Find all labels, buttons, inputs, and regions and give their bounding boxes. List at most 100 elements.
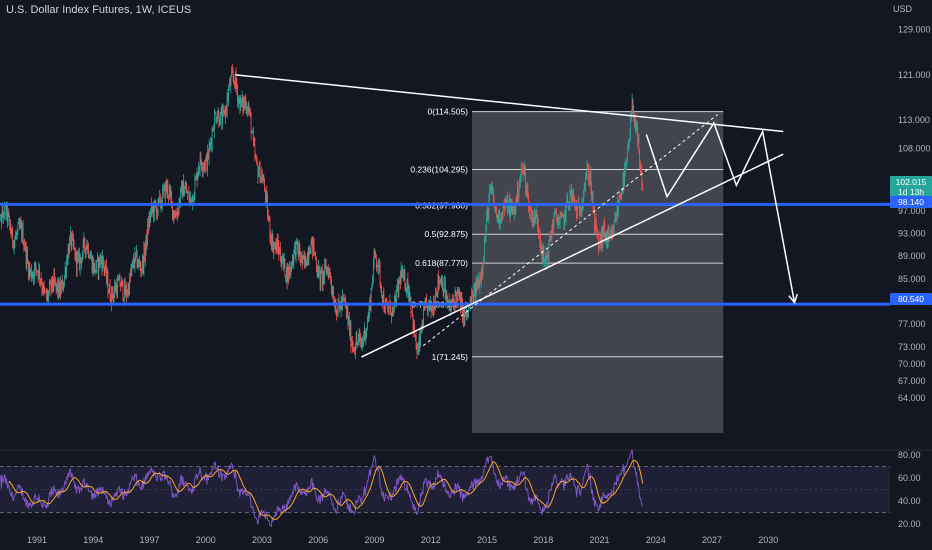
- candle-body: [163, 184, 165, 190]
- trend-drawings[interactable]: [235, 74, 799, 358]
- candle: [420, 326, 422, 347]
- candle-body: [428, 300, 430, 303]
- dashed-trendline[interactable]: [422, 114, 718, 347]
- x-axis-tick: 2012: [421, 535, 441, 545]
- candle-body: [438, 276, 439, 286]
- candle: [585, 169, 587, 181]
- candle-body: [400, 269, 402, 282]
- candle: [435, 287, 437, 311]
- candle: [162, 183, 164, 211]
- candle-body: [253, 140, 255, 145]
- candle-body: [82, 241, 84, 255]
- candle-body: [229, 81, 231, 86]
- candle-body: [16, 235, 17, 236]
- candle-body: [490, 186, 492, 189]
- candle-body: [37, 271, 38, 272]
- candle-body: [305, 255, 307, 266]
- candle: [190, 196, 192, 203]
- candle: [39, 278, 41, 288]
- candle-body: [635, 121, 637, 131]
- candle: [567, 194, 569, 205]
- candle: [597, 228, 599, 238]
- candle: [243, 95, 245, 111]
- candle: [62, 279, 64, 290]
- candle-body: [343, 296, 344, 299]
- fib-level-label: 0.236(104.295): [410, 164, 468, 174]
- candle-body: [22, 227, 24, 245]
- candle: [576, 203, 578, 219]
- candle-body: [190, 196, 191, 199]
- candle-body: [132, 260, 133, 264]
- candle-body: [130, 274, 131, 276]
- candle-body: [544, 259, 545, 262]
- candle-body: [614, 217, 616, 221]
- candle: [441, 275, 443, 291]
- candle: [268, 215, 270, 221]
- candle: [294, 242, 296, 255]
- triangle-lower-line[interactable]: [361, 153, 784, 358]
- candle-body: [339, 304, 340, 308]
- candle-body: [398, 282, 400, 293]
- candle-body: [547, 257, 549, 260]
- candle-body: [129, 274, 130, 294]
- candle: [410, 296, 412, 319]
- candle: [445, 290, 447, 305]
- candle-body: [639, 149, 640, 168]
- candle: [289, 266, 291, 276]
- candle-body: [412, 314, 414, 331]
- candle: [537, 214, 539, 232]
- candle-body: [222, 110, 223, 125]
- candle-body: [621, 189, 622, 198]
- candle: [45, 288, 47, 301]
- candle-body: [373, 265, 374, 281]
- candle: [41, 278, 43, 297]
- candle-body: [139, 260, 140, 264]
- triangle-upper-line[interactable]: [235, 74, 784, 133]
- support-lines[interactable]: [0, 202, 890, 306]
- candle-body: [419, 338, 421, 345]
- candle-body: [321, 270, 322, 273]
- candle-body: [30, 269, 31, 272]
- candle-body: [314, 252, 316, 254]
- candle-body: [76, 256, 78, 269]
- y-axis-tick: 108.000: [898, 144, 931, 154]
- candle: [195, 175, 197, 182]
- candle: [451, 293, 453, 305]
- candle-body: [248, 106, 250, 112]
- candle-body: [641, 173, 643, 184]
- candle: [106, 266, 108, 287]
- candle: [497, 213, 499, 224]
- candle-body: [49, 282, 51, 284]
- candle-body: [571, 193, 573, 199]
- candle: [245, 93, 247, 114]
- candle: [66, 255, 68, 279]
- candle-body: [290, 263, 292, 272]
- candle-body: [167, 184, 169, 196]
- candle: [631, 93, 633, 115]
- candle: [547, 251, 549, 267]
- candle: [480, 267, 482, 288]
- candle: [492, 187, 494, 206]
- candle-body: [64, 275, 65, 285]
- candle-body: [406, 288, 407, 291]
- candle-body: [538, 225, 539, 232]
- candle: [100, 252, 102, 265]
- candle: [63, 281, 65, 293]
- candle-body: [500, 213, 502, 224]
- candle: [170, 186, 172, 205]
- candle: [494, 207, 496, 213]
- candle-body: [512, 207, 514, 211]
- candle: [101, 255, 103, 276]
- candle: [128, 283, 130, 296]
- candle-body: [111, 287, 112, 304]
- candle-body: [556, 210, 557, 218]
- projected-path[interactable]: [645, 121, 796, 303]
- candle-body: [351, 343, 352, 347]
- candle-body: [574, 197, 575, 204]
- candle-body: [90, 257, 91, 259]
- candle-body: [569, 191, 571, 205]
- candle-body: [479, 277, 481, 289]
- candle-body: [418, 338, 420, 348]
- candle: [337, 298, 339, 318]
- fibonacci-retracement[interactable]: 0(114.505)0.236(104.295)0.382(97.980)0.5…: [410, 107, 724, 433]
